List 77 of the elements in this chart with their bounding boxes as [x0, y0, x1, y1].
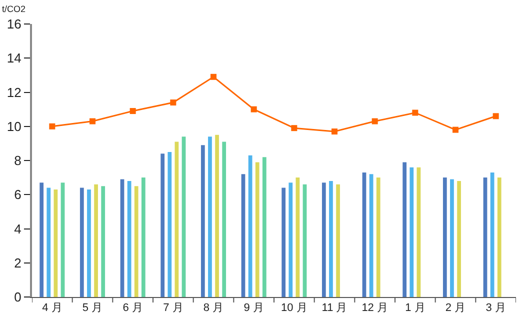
bar [241, 174, 246, 297]
bar [450, 179, 454, 297]
bar [302, 184, 307, 297]
bar [255, 162, 260, 297]
bar [134, 186, 138, 297]
bar [483, 178, 488, 297]
x-tick-label: 7 月 [163, 302, 184, 314]
x-tick-label: 3 月 [486, 302, 506, 314]
bar [362, 172, 366, 297]
bar [127, 180, 132, 297]
bar [442, 178, 447, 297]
bar [296, 178, 300, 297]
bar [222, 142, 226, 297]
y-tick-label: 0 [14, 290, 22, 305]
point [49, 123, 56, 130]
x-tick-label: 11 月 [322, 302, 348, 314]
point [170, 99, 176, 106]
point [130, 108, 136, 114]
bar [288, 182, 293, 297]
bar [262, 157, 266, 297]
bar [60, 182, 65, 297]
bar [336, 184, 340, 297]
bar [182, 136, 186, 297]
bar [416, 167, 421, 297]
point [250, 106, 257, 112]
point [412, 110, 418, 116]
x-tick-label: 9 月 [244, 302, 264, 314]
x-tick-label: 6 月 [122, 302, 143, 314]
y-tick-label: 2 [14, 255, 22, 270]
y-tick-label: 14 [6, 50, 22, 66]
point [372, 118, 378, 124]
point [492, 113, 499, 120]
bar [369, 174, 374, 297]
y-tick-label: 10 [6, 118, 22, 134]
bar [376, 178, 380, 297]
bar [208, 136, 212, 297]
bar [329, 180, 333, 297]
x-tick-label: 5 月 [82, 302, 103, 314]
bar [54, 190, 58, 297]
y-tick-label: 8 [14, 153, 22, 168]
bar [200, 145, 205, 297]
x-tick-label: 2 月 [445, 302, 466, 314]
bar [168, 152, 172, 297]
bar [94, 184, 98, 297]
bar [410, 167, 414, 297]
x-tick-label: 12 月 [362, 302, 388, 314]
point [291, 125, 298, 132]
y-tick-label: 12 [6, 84, 22, 100]
bar [402, 162, 407, 297]
bar [322, 182, 326, 297]
bar [215, 134, 219, 297]
point [332, 128, 338, 134]
y-tick-label: 6 [14, 187, 22, 202]
y-tick-label: 16 [6, 16, 22, 32]
bar [101, 186, 106, 297]
bar [282, 188, 286, 297]
x-tick-label: 4 月 [42, 302, 62, 314]
x-tick-label: 8 月 [203, 302, 224, 314]
bar [248, 155, 252, 297]
bar [174, 142, 179, 297]
bar [120, 179, 124, 297]
point [452, 126, 458, 133]
bar [40, 182, 44, 297]
x-tick-label: 10 月 [281, 302, 308, 314]
bar [141, 178, 146, 297]
bar [87, 190, 91, 297]
y-axis-title: t/CO2 [2, 4, 26, 14]
bar [46, 188, 51, 297]
x-tick-label: 1 月 [405, 302, 426, 314]
point [90, 118, 96, 124]
bar [490, 172, 494, 297]
bar [80, 188, 84, 297]
point [210, 74, 216, 80]
y-tick-label: 4 [14, 221, 22, 236]
bar [497, 178, 502, 297]
bar [160, 154, 165, 297]
bar [457, 180, 461, 297]
